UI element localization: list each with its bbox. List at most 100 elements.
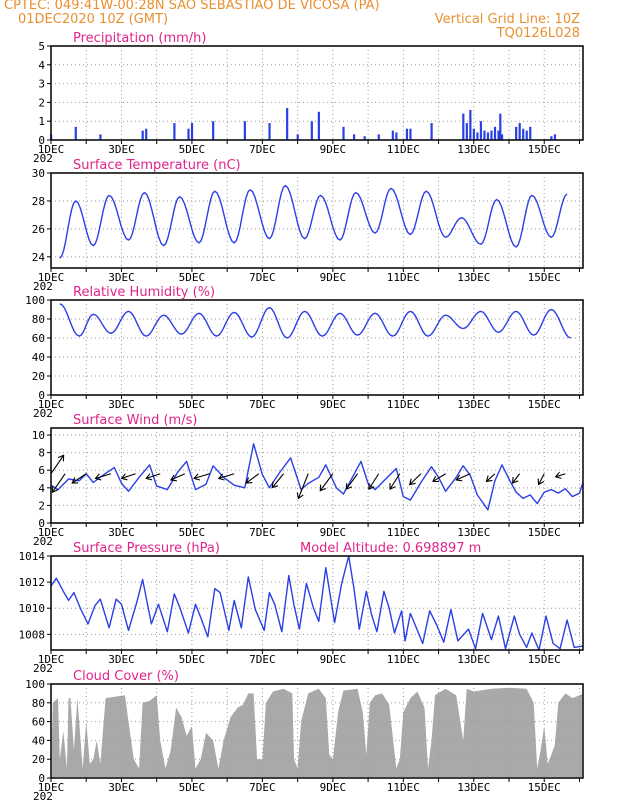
precip-bar (310, 121, 313, 140)
precip-bar (317, 111, 320, 140)
wind-vector-head (296, 492, 304, 500)
precip-bar (409, 128, 412, 140)
y-tick-label: 5 (38, 40, 45, 53)
x-tick-label: 15DEC (528, 653, 561, 666)
wind-vector (368, 473, 380, 490)
x-tick-label: 13DEC (457, 653, 490, 666)
wind-vector (218, 473, 235, 479)
panel-frame-rh (50, 299, 584, 396)
precip-bar (145, 128, 148, 140)
wind-vector-head (511, 476, 519, 484)
x-tick-label: 7DEC (249, 781, 276, 794)
x-tick-label: 13DEC (457, 781, 490, 794)
y-tick-label: 20 (32, 753, 45, 766)
wind-vector (271, 473, 284, 488)
precip-bar (212, 121, 215, 140)
x-tick-label: 5DEC (179, 781, 206, 794)
x-tick-label: 3DEC (108, 781, 135, 794)
x-year-stub: 202 (33, 152, 53, 165)
panel-title-temp: Surface Temperature (nC) (73, 158, 241, 173)
y-tick-label: 40 (32, 351, 45, 364)
panel-frame-temp (50, 172, 584, 269)
y-tick-label: 1 (38, 115, 45, 128)
wind-vector (345, 473, 358, 490)
y-tick-label: 1014 (19, 550, 46, 563)
y-tick-label: 30 (32, 167, 45, 180)
precip-bar (550, 136, 553, 140)
precip-bar (465, 123, 468, 140)
y-tick-label: 1010 (19, 602, 46, 615)
x-tick-label: 11DEC (387, 653, 420, 666)
x-tick-label: 9DEC (320, 653, 347, 666)
wind-vector (409, 473, 422, 485)
precip-bar (74, 126, 77, 140)
x-tick-label: 5DEC (179, 526, 206, 539)
precip-bar (490, 130, 493, 140)
x-tick-label: 1DEC (38, 398, 65, 411)
x-tick-label: 1DEC (38, 653, 65, 666)
series-line-temp (59, 184, 568, 259)
x-tick-label: 9DEC (320, 271, 347, 284)
y-tick-label: 4 (38, 482, 45, 495)
wind-vector-head (368, 483, 375, 490)
precip-bar (469, 109, 472, 140)
precip-bar (486, 132, 490, 140)
wind-vector-head (57, 454, 65, 462)
wind-vector (456, 473, 471, 481)
x-tick-label: 11DEC (387, 143, 420, 156)
x-tick-label: 15DEC (528, 781, 561, 794)
precip-bar (497, 130, 500, 140)
y-tick-label: 10 (32, 429, 45, 442)
y-tick-label: 24 (32, 251, 46, 264)
precip-bar (395, 132, 398, 140)
precip-bar (472, 128, 475, 140)
x-tick-label: 7DEC (249, 143, 276, 156)
header-model-id: TQ0126L028 (496, 26, 580, 41)
wind-vector (146, 473, 161, 479)
y-tick-label: 2 (38, 96, 45, 109)
x-tick-label: 5DEC (179, 143, 206, 156)
precip-bar (405, 128, 409, 140)
wind-vector-head (432, 475, 440, 483)
panel-border-temp (50, 172, 584, 269)
x-tick-label: 15DEC (528, 143, 561, 156)
x-tick-label: 11DEC (387, 781, 420, 794)
x-year-stub: 202 (33, 535, 53, 548)
precip-bar (493, 126, 497, 140)
x-tick-label: 1DEC (38, 143, 65, 156)
y-tick-label: 2 (38, 499, 45, 512)
y-tick-label: 26 (32, 223, 45, 236)
header-date: 01DEC2020 10Z (GMT) (18, 12, 169, 27)
series-line-rh (59, 303, 571, 339)
y-tick-label: 20 (32, 370, 45, 383)
panel-title-precip: Precipitation (mm/h) (73, 31, 206, 46)
x-tick-label: 13DEC (457, 143, 490, 156)
panel-frame-precip (50, 45, 584, 141)
y-tick-label: 0 (38, 134, 45, 147)
panel-border-pres (50, 555, 584, 651)
y-tick-label: 3 (38, 78, 45, 91)
panel-border-precip (50, 45, 584, 141)
wind-vector-head (345, 483, 353, 490)
y-tick-label: 100 (25, 294, 45, 307)
precip-bar (529, 126, 532, 140)
x-tick-label: 13DEC (457, 271, 490, 284)
cloud-area (51, 687, 583, 778)
y-tick-label: 28 (32, 195, 45, 208)
wind-vector-head (51, 486, 59, 494)
x-tick-label: 1DEC (38, 271, 65, 284)
precip-bar (268, 123, 271, 140)
y-tick-label: 80 (32, 313, 45, 326)
precip-bar (483, 130, 486, 140)
wind-vector (193, 473, 210, 479)
y-tick-label: 60 (32, 332, 45, 345)
y-tick-label: 80 (32, 697, 45, 710)
x-tick-label: 7DEC (249, 526, 276, 539)
x-tick-label: 15DEC (528, 526, 561, 539)
wind-vector (319, 473, 334, 492)
series-line-pres (50, 555, 584, 651)
x-tick-label: 11DEC (387, 526, 420, 539)
precip-bar (430, 123, 433, 140)
panel-title-rh: Relative Humidity (%) (73, 285, 215, 300)
